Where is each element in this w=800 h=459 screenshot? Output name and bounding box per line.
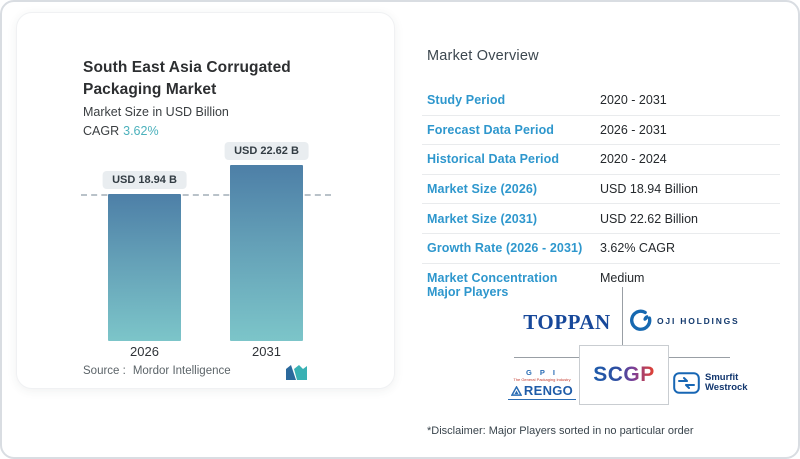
x-axis-label-2026: 2026 [130,344,159,359]
scgp-logo-box: SCGP [579,345,669,405]
source-label: Source : [83,365,126,377]
chart-title: South East Asia Corrugated Packaging Mar… [83,59,291,98]
rengo-text: RENGO [523,383,574,398]
row-value: Medium [600,270,645,285]
chart-subtitle: Market Size in USD Billion [83,105,229,119]
cagr-line: CAGR 3.62% [83,124,159,138]
row-label: Forecast Data Period [427,122,555,137]
gpi-rengo-logo: G P I The General Packaging Industry REN… [508,368,576,400]
gpi-tagline: The General Packaging Industry [513,377,571,382]
rengo-triangle-icon [510,385,522,396]
row-label: Study Period [427,93,506,108]
smurfit-line2: Westrock [705,382,748,393]
overview-table: Study Period 2020 - 2031 Forecast Data Pe… [422,86,780,292]
x-axis-label-2031: 2031 [252,344,281,359]
oji-holdings-text: OJI HOLDINGS [657,315,740,326]
cagr-label: CAGR [83,124,120,138]
table-row: Historical Data Period 2020 - 2024 [422,145,780,175]
major-players-label: Major Players [427,285,509,299]
table-row: Growth Rate (2026 - 2031) 3.62% CAGR [422,234,780,264]
row-label: Market Size (2031) [427,211,538,226]
row-value: USD 22.62 Billion [600,211,698,226]
row-value: 2026 - 2031 [600,122,667,137]
row-label: Growth Rate (2026 - 2031) [427,241,583,256]
row-label: Market Size (2026) [427,182,538,197]
toppan-logo: TOPPAN [523,310,611,334]
row-label: Historical Data Period [427,152,560,167]
smurfit-westrock-logo: Smurfit Westrock [673,372,748,394]
row-value: 2020 - 2024 [600,152,667,167]
disclaimer-text: *Disclaimer: Major Players sorted in no … [427,425,694,437]
table-row: Study Period 2020 - 2031 [422,86,780,116]
smurfit-line1: Smurfit [705,371,739,383]
row-value: USD 18.94 Billion [600,182,698,197]
oji-circle-icon [630,309,652,331]
bar-value-label-2026: USD 18.94 B [102,171,187,189]
bar-2026 [108,194,181,341]
players-vertical-divider [622,287,623,357]
cagr-value: 3.62% [123,124,159,138]
table-row: Market Size (2026) USD 18.94 Billion [422,175,780,205]
overview-heading: Market Overview [427,48,539,64]
bar-chart: USD 18.94 B USD 22.62 B 2026 2031 [17,13,394,388]
table-row: Forecast Data Period 2026 - 2031 [422,116,780,146]
source-line: Source : Mordor Intelligence [83,365,231,377]
row-value: 2020 - 2031 [600,93,667,108]
smurfit-westrock-icon [673,372,700,394]
market-size-chart-card: South East Asia Corrugated Packaging Mar… [16,12,395,389]
table-row: Market Size (2031) USD 22.62 Billion [422,204,780,234]
smurfit-westrock-text: Smurfit Westrock [705,371,748,394]
oji-holdings-logo: OJI HOLDINGS [630,309,740,332]
row-value: 3.62% CAGR [600,241,676,256]
table-row: Market Concentration Medium [422,264,780,293]
reference-dashed-line [81,194,331,196]
mordor-intelligence-logo-icon [286,365,307,380]
bar-value-label-2031: USD 22.62 B [224,142,309,160]
source-value: Mordor Intelligence [132,365,231,377]
row-label: Market Concentration [427,270,558,285]
bar-2031 [230,165,303,341]
scgp-logo-text: SCGP [593,363,655,386]
gpi-text: G P I [526,368,558,377]
